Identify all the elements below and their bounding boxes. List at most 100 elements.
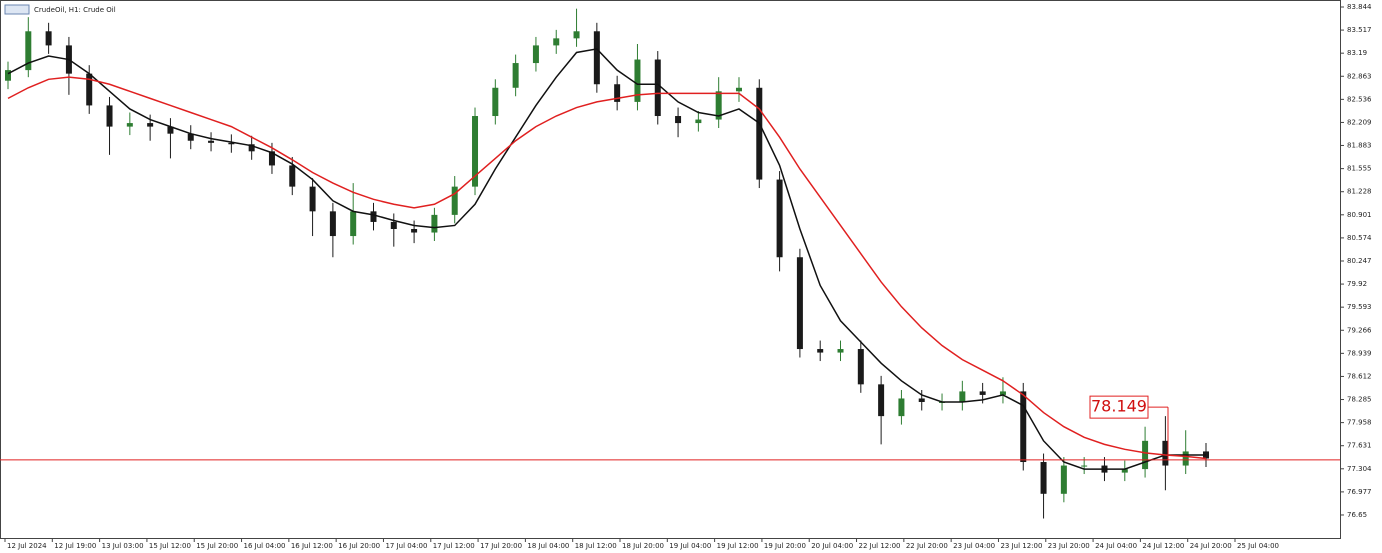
- candle-body: [411, 228, 418, 233]
- y-tick-label: 79.266: [1347, 326, 1372, 334]
- y-tick-label: 82.209: [1347, 118, 1372, 126]
- candle-body: [817, 349, 824, 353]
- y-tick-label: 82.863: [1347, 72, 1372, 80]
- candle-body: [472, 116, 479, 187]
- candle-body: [167, 126, 174, 134]
- x-tick-label: 16 Jul 04:00: [244, 542, 286, 550]
- candle-body: [309, 186, 316, 212]
- chart-title: CrudeOil, H1: Crude Oil: [34, 6, 116, 14]
- x-tick-label: 12 Jul 2024: [7, 542, 47, 550]
- x-tick-label: 16 Jul 12:00: [291, 542, 333, 550]
- x-tick-label: 24 Jul 20:00: [1190, 542, 1232, 550]
- candle-body: [1040, 462, 1047, 494]
- x-tick-label: 15 Jul 20:00: [196, 542, 238, 550]
- candle-body: [248, 144, 255, 152]
- y-tick-label: 83.844: [1347, 3, 1372, 11]
- candle-body: [1121, 469, 1128, 473]
- candle-body: [512, 63, 519, 88]
- y-tick-label: 81.555: [1347, 165, 1372, 173]
- candle-body: [532, 45, 539, 64]
- candle-body: [289, 165, 296, 187]
- candle-body: [329, 211, 336, 237]
- y-tick-label: 79.593: [1347, 303, 1372, 311]
- y-tick-label: 78.285: [1347, 396, 1372, 404]
- candle-body: [999, 391, 1006, 395]
- x-tick-label: 15 Jul 12:00: [149, 542, 191, 550]
- x-tick-label: 19 Jul 12:00: [717, 542, 759, 550]
- window-icons: [4, 4, 30, 15]
- candle-body: [25, 31, 32, 71]
- candle-body: [715, 91, 722, 120]
- candle-body: [1162, 440, 1169, 466]
- y-tick-label: 82.536: [1347, 95, 1372, 103]
- candle-body: [593, 31, 600, 85]
- candle-body: [735, 87, 742, 92]
- candle-body: [796, 257, 803, 350]
- candle-body: [1142, 440, 1149, 470]
- candle-body: [1182, 451, 1189, 466]
- moving-average: [7, 48, 1206, 470]
- candle-body: [370, 211, 377, 222]
- y-tick-label: 81.883: [1347, 141, 1372, 149]
- x-tick-label: 13 Jul 03:00: [102, 542, 144, 550]
- candle-body: [390, 221, 397, 229]
- y-tick-label: 78.939: [1347, 349, 1372, 357]
- candle-body: [634, 59, 641, 102]
- y-tick-label: 80.901: [1347, 211, 1372, 219]
- candle-body: [147, 123, 154, 127]
- x-tick-label: 24 Jul 04:00: [1095, 542, 1137, 550]
- x-tick-label: 19 Jul 04:00: [669, 542, 711, 550]
- y-tick-label: 80.247: [1347, 257, 1372, 265]
- candle-body: [573, 31, 580, 39]
- x-tick-label: 22 Jul 12:00: [859, 542, 901, 550]
- candle-body: [208, 140, 215, 143]
- candle-body: [106, 105, 113, 127]
- candle-body: [776, 179, 783, 258]
- candle-body: [1020, 391, 1027, 463]
- candle-body: [45, 31, 52, 46]
- x-tick-label: 17 Jul 12:00: [433, 542, 475, 550]
- candle-body: [431, 214, 438, 233]
- y-tick-label: 79.92: [1347, 280, 1367, 288]
- x-tick-label: 25 Jul 04:00: [1237, 542, 1279, 550]
- candle-body: [837, 349, 844, 353]
- y-tick-label: 77.631: [1347, 442, 1372, 450]
- x-tick-label: 12 Jul 19:00: [54, 542, 96, 550]
- y-tick-label: 77.958: [1347, 419, 1372, 427]
- x-tick-label: 17 Jul 04:00: [385, 542, 427, 550]
- x-tick-label: 23 Jul 12:00: [1000, 542, 1042, 550]
- moving-average: [7, 76, 1207, 460]
- candle-body: [228, 142, 235, 145]
- candle-body: [756, 87, 763, 180]
- candle-body: [878, 384, 885, 417]
- plot-frame: [0, 0, 1341, 539]
- candle-body: [187, 133, 194, 141]
- candle-body: [675, 116, 682, 124]
- y-tick-label: 80.574: [1347, 234, 1372, 242]
- x-tick-label: 18 Jul 04:00: [527, 542, 569, 550]
- x-tick-label: 24 Jul 12:00: [1142, 542, 1184, 550]
- candle-body: [553, 38, 560, 46]
- y-tick-label: 83.517: [1347, 26, 1372, 34]
- candle-body: [898, 398, 905, 417]
- y-tick-label: 83.19: [1347, 49, 1367, 57]
- candle-body: [350, 211, 357, 237]
- candle-body: [268, 151, 275, 166]
- x-tick-label: 23 Jul 20:00: [1048, 542, 1090, 550]
- candle-body: [492, 87, 499, 117]
- x-tick-label: 16 Jul 20:00: [338, 542, 380, 550]
- candle-body: [86, 73, 93, 106]
- x-tick-label: 22 Jul 20:00: [906, 542, 948, 550]
- x-tick-label: 23 Jul 04:00: [953, 542, 995, 550]
- y-tick-label: 77.304: [1347, 465, 1372, 473]
- y-tick-label: 81.228: [1347, 188, 1372, 196]
- candle-body: [979, 391, 986, 395]
- annotation-label: 78.149: [1091, 397, 1147, 416]
- candle-body: [959, 391, 966, 402]
- x-tick-label: 19 Jul 20:00: [764, 542, 806, 550]
- x-tick-label: 18 Jul 20:00: [622, 542, 664, 550]
- candle-body: [857, 349, 864, 385]
- candle-body: [654, 59, 661, 117]
- candle-body: [126, 123, 133, 127]
